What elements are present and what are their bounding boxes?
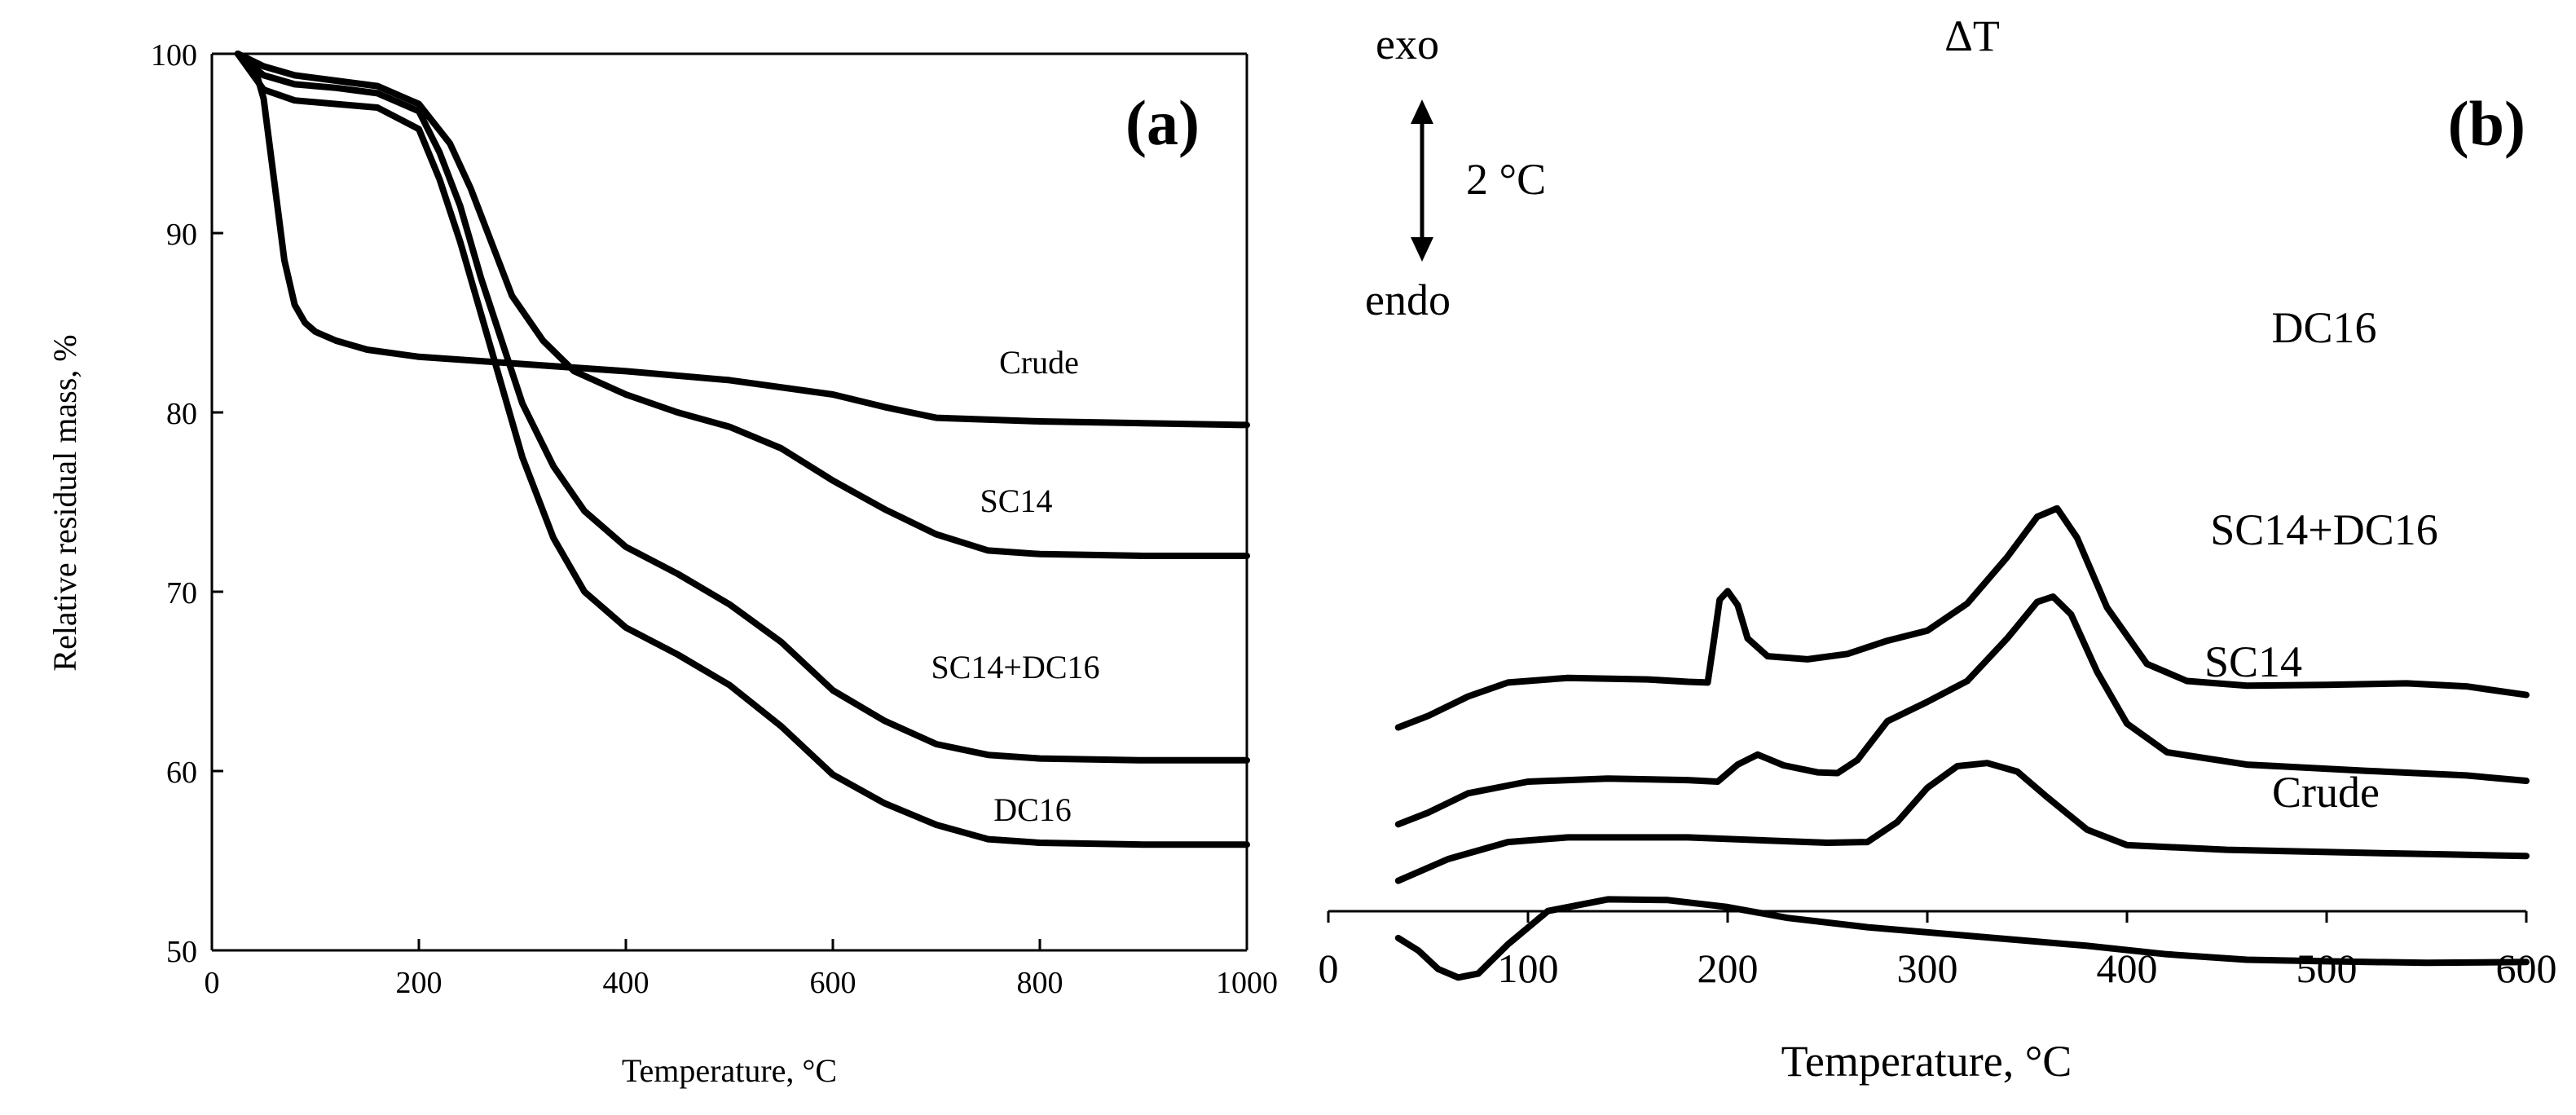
panel-a-y-tick-label-5: 100 <box>151 38 197 73</box>
panel-a-series-crude-line <box>234 51 1250 429</box>
panel-a-y-tick-label-2: 70 <box>166 576 197 610</box>
panel-b-dc16-label: DC16 <box>2271 303 2376 352</box>
panel-a-y-tick-label-1: 60 <box>166 756 197 790</box>
panel-a-x-tick-label-5: 1000 <box>1216 966 1278 1000</box>
panel-a-y-axis-title: Relative residual mass, % <box>46 334 83 671</box>
panel-a-chart: 0 200 400 600 800 1000 50 60 70 80 90 100 Temperatur… <box>46 38 1278 1089</box>
panel-b-exo-label: exo <box>1376 20 1439 68</box>
panel-b-x-tick-label-1: 100 <box>1498 945 1559 991</box>
panel-a-x-axis-title: Temperature, °C <box>622 1052 837 1089</box>
panel-a-y-tick-label-3: 80 <box>166 397 197 431</box>
panel-a-x-tick-label-4: 800 <box>1017 966 1063 1000</box>
panel-a-sc14-dc16-label: SC14+DC16 <box>931 649 1099 685</box>
panel-a-series-dc16-line <box>234 51 1250 848</box>
panel-b-x-tick-label-0: 0 <box>1319 945 1339 991</box>
panel-b-scale-arrow-down-head <box>1411 237 1433 262</box>
panel-a-crude-label: Crude <box>999 344 1079 381</box>
panel-b-series-dc16-line <box>1394 505 2530 731</box>
panel-a-series-sc14-plus-dc16-line <box>234 51 1250 764</box>
panel-a-x-tick-label-2: 400 <box>603 966 650 1000</box>
panel-a-dc16-label: DC16 <box>993 791 1072 828</box>
panel-b-delta-t-title: ΔT <box>1944 11 2000 60</box>
panel-b-series-sc14-plus-dc16-line <box>1394 593 2530 828</box>
panel-b-x-tick-label-6: 600 <box>2496 945 2557 991</box>
panel-b-x-axis-title: Temperature, °C <box>1781 1037 2072 1086</box>
panel-b-sc14-label: SC14 <box>2204 637 2302 686</box>
panel-a-x-tick-label-3: 600 <box>810 966 856 1000</box>
panel-a-x-tick-label-1: 200 <box>396 966 443 1000</box>
panel-b-x-tick-label-5: 500 <box>2296 945 2358 991</box>
panel-a-x-tick-label-0: 0 <box>205 966 220 1000</box>
panel-b-series-sc14-line <box>1394 760 2530 884</box>
panel-b-sc14-dc16-label: SC14+DC16 <box>2210 505 2438 554</box>
panel-a-y-tick-label-4: 90 <box>166 218 197 252</box>
panel-b-endo-label: endo <box>1365 275 1451 324</box>
panel-b-label: (b) <box>2448 88 2525 159</box>
panel-b-series-crude-line <box>1394 896 2530 981</box>
panel-b-crude-label: Crude <box>2272 768 2380 817</box>
panel-b-scale-label: 2 °C <box>1466 155 1546 204</box>
panel-a-sc14-label: SC14 <box>980 483 1053 519</box>
panel-b-scale-arrow-up-head <box>1411 99 1433 124</box>
panel-a-series-sc14-line <box>234 51 1250 559</box>
panel-a-label: (a) <box>1125 87 1200 158</box>
panel-b-x-tick-label-2: 200 <box>1698 945 1759 991</box>
panel-a-plot-background <box>212 54 1247 950</box>
panel-b-x-tick-label-3: 300 <box>1897 945 1958 991</box>
panel-a-y-tick-label-0: 50 <box>166 935 197 969</box>
